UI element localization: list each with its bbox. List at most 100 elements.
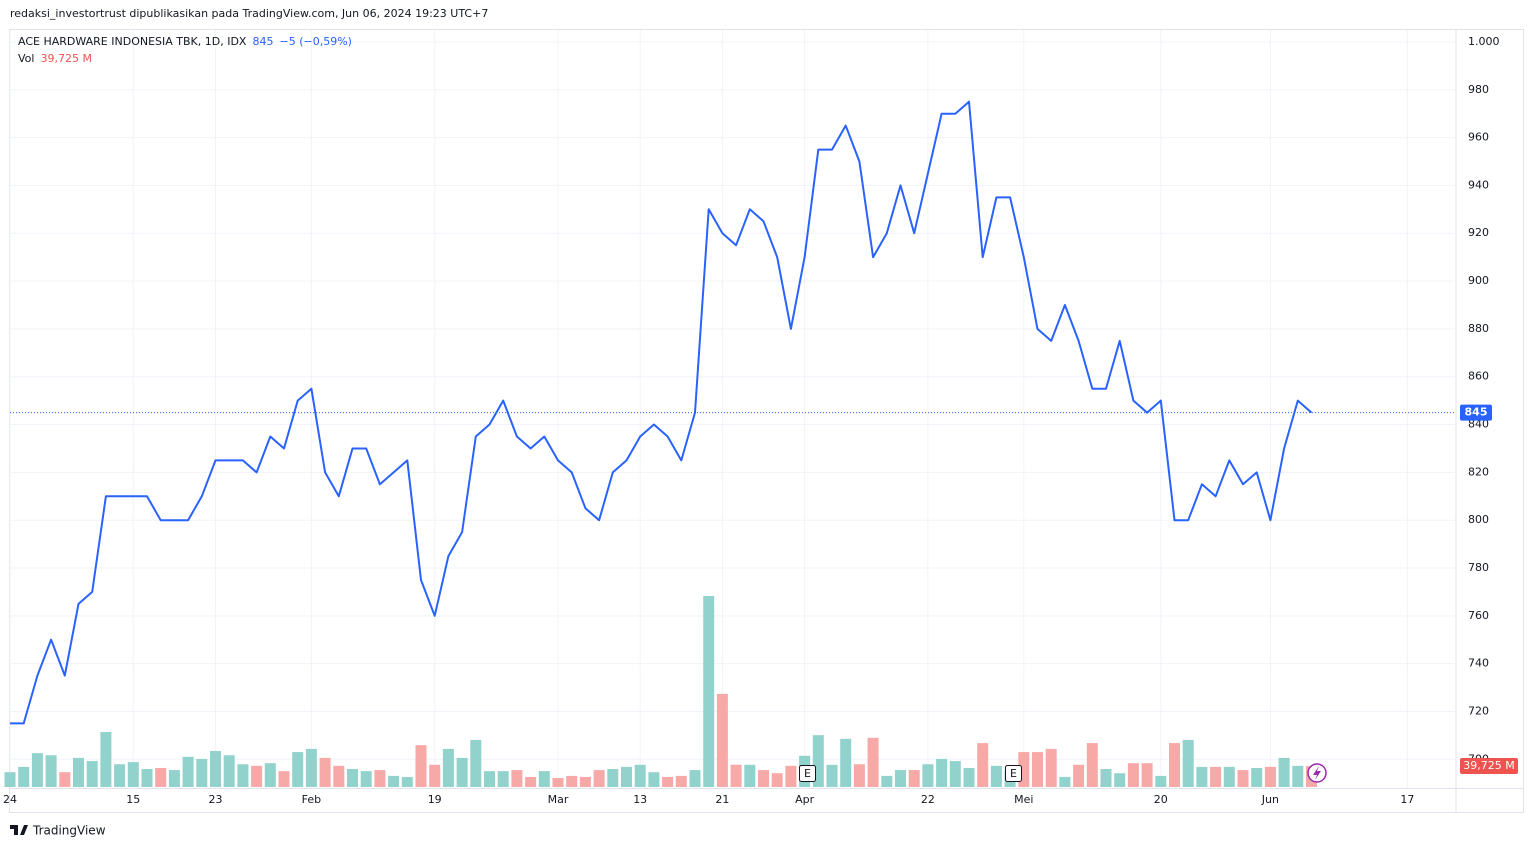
volume-bar [840, 738, 852, 787]
volume-bar [1210, 766, 1222, 787]
volume-bar [949, 761, 961, 787]
y-tick-label: 1.000 [1468, 35, 1500, 48]
volume-bar [168, 770, 180, 787]
y-tick-label: 980 [1468, 83, 1489, 96]
volume-bar [237, 764, 249, 787]
volume-bar [1086, 743, 1098, 787]
logo-mark [10, 825, 28, 835]
y-tick-label: 780 [1468, 561, 1489, 574]
y-tick-label: 900 [1468, 274, 1489, 287]
volume-bar [525, 776, 537, 787]
volume-bar [388, 775, 400, 787]
volume-bar [511, 770, 523, 787]
volume-bar [771, 773, 783, 787]
x-tick-label: 23 [209, 793, 223, 806]
volume-bar [196, 758, 208, 787]
volume-bar [319, 757, 331, 787]
volume-bar [401, 776, 413, 787]
earnings-box[interactable] [799, 765, 816, 782]
volume-bar [1237, 770, 1249, 787]
volume-bar [484, 771, 495, 787]
earnings-marker[interactable]: E [799, 765, 816, 782]
volume-bar [292, 752, 304, 787]
volume-bar [538, 771, 550, 787]
volume-bar [1182, 739, 1194, 787]
volume-bar [127, 762, 139, 787]
x-tick-label: 20 [1154, 793, 1168, 806]
volume-bar [634, 764, 646, 787]
y-tick-label: 880 [1468, 322, 1489, 335]
x-tick-label: 13 [633, 793, 647, 806]
volume-bar [977, 743, 989, 787]
price-line [10, 100, 1313, 725]
volume-bar [703, 596, 715, 787]
volume-bar [210, 751, 221, 787]
volume-bar [895, 770, 906, 787]
volume-bar [1018, 752, 1030, 787]
volume-bar [990, 765, 1002, 787]
volume-bar [963, 767, 975, 787]
volume-bar [374, 770, 386, 787]
x-tick-label: 19 [428, 793, 442, 806]
volume-bar [716, 693, 728, 787]
volume-bar [1059, 776, 1071, 787]
price-layer [10, 100, 1456, 725]
volume-bar [1251, 767, 1263, 787]
volume-bar [31, 753, 43, 787]
volume-bar [552, 778, 564, 787]
volume-bar [812, 735, 824, 787]
last-price-label: 845 [1465, 406, 1488, 419]
volume-bar [648, 772, 660, 787]
volume-bar [1141, 763, 1153, 787]
volume-bar [114, 764, 126, 787]
dividend-icon[interactable] [1307, 763, 1327, 783]
volume-bar [881, 775, 893, 787]
volume-bar [621, 766, 632, 787]
earnings-box[interactable] [1005, 765, 1022, 782]
volume-bars [4, 596, 1317, 787]
volume-bar [1155, 775, 1167, 787]
x-tick-label: Mar [548, 793, 569, 806]
volume-bar [251, 765, 263, 787]
volume-bar [675, 775, 687, 787]
x-tick-label: Jun [1261, 793, 1279, 806]
x-tick-label: 21 [715, 793, 729, 806]
volume-bar [470, 739, 482, 787]
volume-bar [662, 776, 674, 787]
volume-bar [1278, 757, 1290, 787]
volume-bar [1100, 769, 1112, 787]
y-tick-label: 760 [1468, 609, 1489, 622]
earnings-label[interactable]: E [1010, 767, 1017, 780]
y-tick-label: 940 [1468, 178, 1489, 191]
volume-bar [278, 771, 290, 787]
volume-bar [333, 765, 345, 787]
volume-bar [223, 755, 235, 787]
volume-bar [59, 772, 71, 787]
volume-bar [18, 766, 30, 787]
volume-last: 39,725 M [40, 52, 91, 65]
last-price-box [1460, 404, 1492, 421]
volume-bar [1073, 764, 1085, 787]
x-tick-label: Feb [302, 793, 321, 806]
price-change: −5 (−0,59%) [279, 35, 351, 48]
y-tick-label: 720 [1468, 704, 1489, 717]
volume-bar [86, 761, 98, 787]
earnings-label[interactable]: E [804, 767, 811, 780]
x-tick-label: 15 [126, 793, 140, 806]
x-tick-label: Apr [795, 793, 815, 806]
y-tick-label: 840 [1468, 418, 1489, 431]
y-tick-label: 800 [1468, 513, 1489, 526]
volume-bar [1127, 763, 1139, 787]
icon-bolt[interactable] [1313, 766, 1321, 780]
volume-bar [45, 755, 57, 787]
volume-bar [360, 771, 372, 787]
volume-bar [429, 764, 441, 787]
volume-bar [758, 770, 769, 787]
volume-bar [155, 767, 167, 787]
earnings-marker[interactable]: E [1005, 765, 1022, 782]
volume-bar [1032, 752, 1043, 787]
volume-bar [264, 763, 276, 787]
volume-bar [1292, 765, 1304, 787]
y-tick-label: 920 [1468, 226, 1489, 239]
volume-bar [141, 769, 153, 787]
